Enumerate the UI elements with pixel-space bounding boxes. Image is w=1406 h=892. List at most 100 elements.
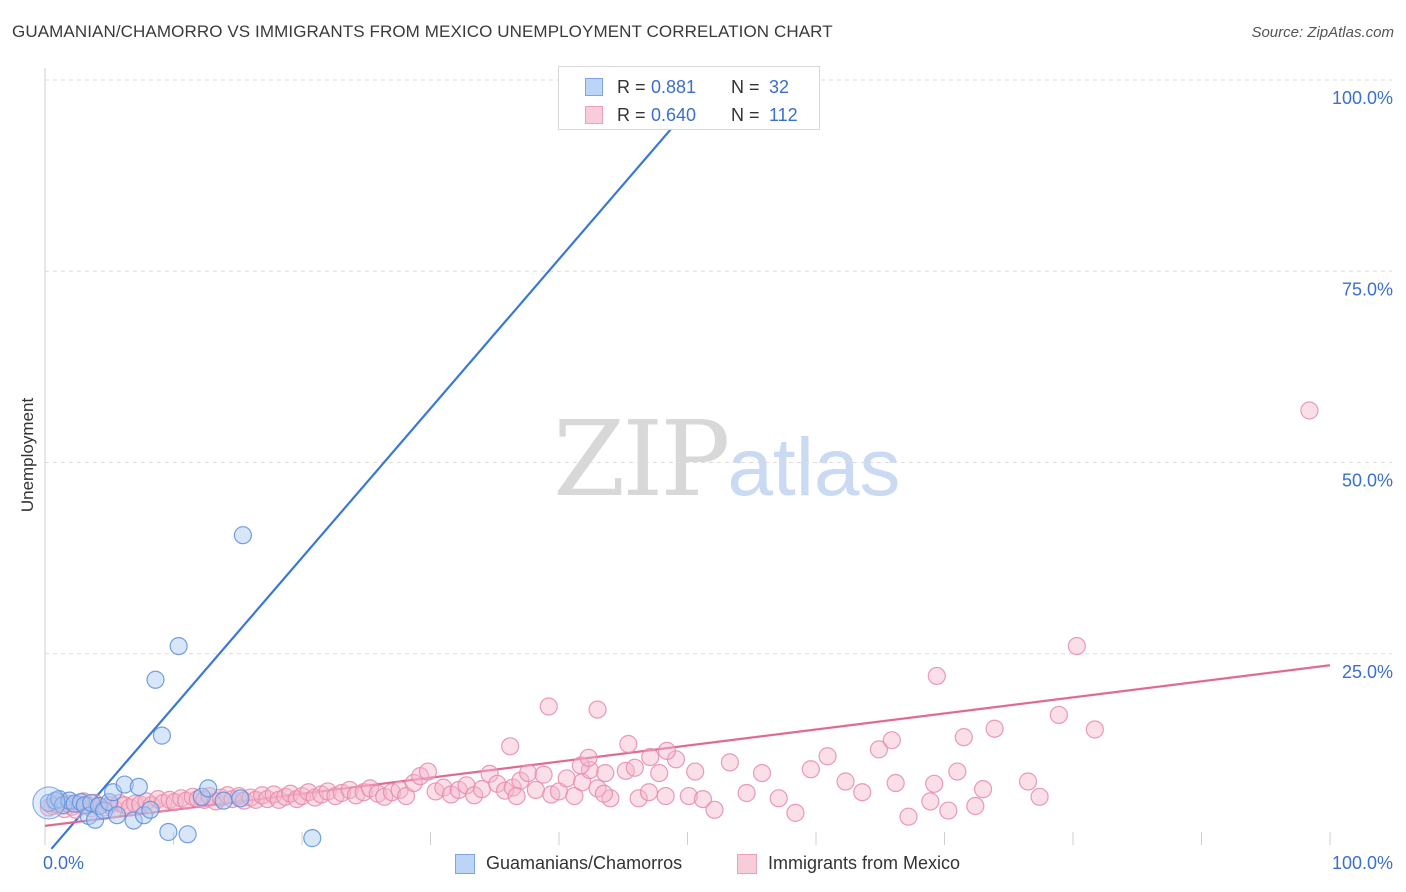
r-value: 0.640 (651, 105, 697, 125)
stats-row-blue: R = 0.881 N = 32 (559, 72, 819, 102)
point-mexico (869, 740, 889, 759)
point-mexico (752, 763, 772, 783)
trend-line-guamanian (50, 79, 715, 850)
point-mexico (939, 801, 958, 820)
point-guamanian (214, 791, 233, 810)
point-guamanian (178, 825, 197, 844)
n-value: 32 (769, 77, 790, 97)
r-label: R = (617, 105, 646, 125)
n-label: N = (731, 77, 760, 97)
stats-box: R = 0.881 N = 32 R = 0.640 N = 112 (558, 66, 820, 130)
chart-title: GUAMANIAN/CHAMORRO VS IMMIGRANTS FROM ME… (12, 22, 833, 41)
point-guamanian (152, 726, 172, 745)
point-guamanian (107, 806, 127, 825)
point-mexico (1030, 787, 1049, 806)
point-mexico (1085, 720, 1104, 739)
point-guamanian (159, 822, 178, 842)
point-mexico (480, 764, 499, 783)
blue-swatch (585, 78, 603, 96)
point-mexico (641, 747, 660, 767)
point-guamanian (124, 811, 143, 830)
x-tick-label: 0.0% (43, 853, 84, 873)
legend-label: Guamanians/Chamorros (486, 853, 683, 873)
point-mexico (501, 737, 520, 756)
point-mexico (629, 789, 648, 808)
point-mexico (1067, 636, 1086, 656)
y-axis-label: Unemployment (18, 397, 37, 513)
point-mexico (925, 774, 944, 793)
point-mexico (571, 756, 590, 775)
point-mexico (625, 758, 644, 777)
y-tick-label: 75.0% (1342, 279, 1393, 299)
point-mexico (457, 776, 476, 795)
trend-lines (44, 79, 1331, 850)
point-mexico (472, 780, 491, 799)
y-tick-label: 100.0% (1332, 88, 1393, 108)
point-mexico (882, 731, 901, 750)
point-mexico (720, 753, 740, 772)
point-mexico (601, 789, 620, 808)
point-mexico (503, 778, 522, 797)
point-mexico (973, 780, 993, 799)
point-mexico (836, 772, 855, 791)
watermark-zip: ZIP (553, 398, 730, 520)
point-mexico (966, 796, 985, 816)
point-guamanian-cluster (32, 786, 66, 820)
point-mexico (507, 786, 526, 806)
data-points (32, 72, 1319, 848)
tick-labels: 25.0% 50.0% 75.0% 100.0% 0.0% 100.0% (43, 88, 1393, 873)
point-mexico (418, 762, 438, 781)
point-mexico (679, 786, 698, 806)
pink-swatch (737, 854, 757, 874)
point-guamanian (231, 789, 250, 808)
point-guamanian (169, 636, 188, 656)
point-mexico (705, 800, 724, 819)
point-mexico (801, 760, 820, 779)
point-mexico (853, 783, 872, 802)
point-mexico (539, 697, 558, 716)
point-mexico (786, 803, 805, 822)
point-mexico (1049, 705, 1068, 725)
point-mexico (404, 773, 423, 793)
n-label: N = (731, 105, 760, 125)
point-mexico (619, 734, 638, 754)
point-mexico (657, 741, 677, 761)
point-mexico (650, 763, 669, 783)
source-credit: Source: ZipAtlas.com (1251, 24, 1394, 41)
point-guamanian (233, 526, 252, 545)
point-guamanian (129, 777, 148, 796)
point-mexico (921, 792, 940, 811)
y-tick-label: 25.0% (1342, 662, 1393, 682)
point-mexico (769, 789, 788, 808)
legend-label: Immigrants from Mexico (768, 853, 961, 873)
point-guamanian (115, 775, 134, 794)
point-mexico (488, 774, 507, 793)
point-mexico (1300, 401, 1319, 420)
point-mexico (818, 747, 837, 766)
point-guamanian (303, 829, 322, 848)
point-mexico (985, 719, 1004, 738)
blue-swatch (455, 854, 475, 874)
point-mexico (686, 762, 705, 781)
point-mexico (588, 700, 607, 719)
point-mexico (737, 783, 756, 803)
point-mexico (948, 762, 967, 781)
point-guamanian (53, 796, 73, 815)
point-mexico (899, 807, 918, 826)
point-mexico (434, 778, 453, 797)
pink-swatch (585, 106, 603, 124)
x-tick-label: 100.0% (1332, 853, 1393, 873)
point-mexico (519, 763, 538, 783)
r-value: 0.881 (651, 77, 697, 97)
point-mexico (594, 784, 614, 803)
gridlines (45, 79, 1392, 655)
n-value: 112 (769, 105, 798, 125)
watermark: ZIPatlas (553, 398, 901, 520)
axes (44, 68, 1331, 845)
point-mexico (954, 728, 973, 747)
stats-row-pink: R = 0.640 N = 112 (559, 100, 819, 130)
point-mexico (656, 786, 675, 806)
point-mexico (596, 763, 615, 783)
point-mexico (511, 771, 530, 790)
